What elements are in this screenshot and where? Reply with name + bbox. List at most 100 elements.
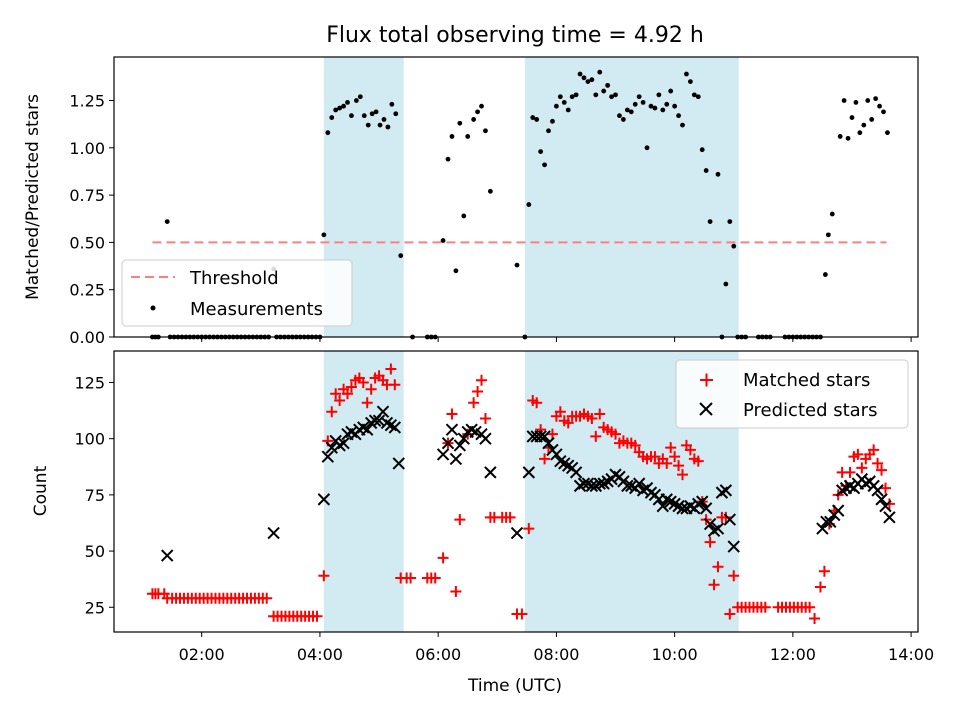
predicted-star-point (337, 436, 350, 450)
predicted-star-point (632, 477, 646, 490)
matched-star-point (476, 374, 488, 386)
matched-star-point (876, 464, 888, 476)
matched-star-point (586, 412, 598, 424)
measurement-point (483, 128, 488, 134)
measurement-point (457, 120, 463, 126)
predicted-star-point (436, 448, 450, 461)
measurement-point (648, 103, 654, 109)
measurement-point (684, 71, 689, 77)
matched-star-point (357, 376, 369, 388)
measurement-point (373, 109, 379, 115)
x-tick-label: 08:00 (533, 645, 579, 664)
measurement-point (676, 113, 681, 119)
legend-predicted-label: Predicted stars (743, 400, 877, 421)
top-axes-frame (113, 56, 919, 338)
measurement-point (857, 130, 863, 136)
predicted-star-point (831, 504, 845, 517)
measurement-point (640, 100, 646, 105)
matched-star-point (712, 561, 724, 573)
matched-star-point (554, 406, 566, 418)
measurement-point (613, 92, 618, 98)
measurement-point (557, 94, 563, 100)
measurement-point (465, 134, 471, 139)
measurement-point (449, 134, 455, 139)
predicted-star-point (879, 499, 892, 513)
measurement-point (381, 117, 387, 122)
measurement-point (514, 262, 520, 268)
measurement-point (487, 188, 493, 194)
matched-star-point (437, 552, 449, 564)
x-tick-label: 04:00 (297, 645, 343, 664)
matched-star-point (814, 581, 826, 593)
matched-star-point (562, 417, 574, 429)
measurement-point (865, 98, 871, 103)
measurement-point (881, 109, 886, 115)
measurement-point (479, 103, 484, 109)
top-y-tick-label: 0.00 (69, 328, 105, 347)
matched-star-point (629, 439, 641, 451)
bottom-y-tick-label: 75 (85, 486, 105, 505)
matched-star-point (720, 511, 732, 523)
measurement-point (164, 219, 170, 224)
measurement-point (377, 122, 383, 128)
measurement-point (668, 88, 674, 94)
matched-star-point (468, 397, 480, 409)
matched-star-point (330, 388, 342, 400)
matched-star-point (852, 448, 864, 460)
measurement-point (593, 92, 599, 98)
predicted-star-point (267, 526, 280, 540)
measurement-point (609, 94, 614, 100)
measurement-point (365, 122, 371, 128)
top-y-tick-label: 0.25 (69, 281, 105, 300)
predicted-star-point (538, 430, 551, 443)
predicted-star-point (479, 432, 492, 445)
predicted-star-point (676, 502, 689, 515)
measurement-point (632, 101, 638, 107)
predicted-star-point (317, 493, 331, 506)
measurement-point (385, 124, 391, 130)
measurement-point (597, 69, 603, 75)
predicted-star-point (453, 439, 467, 452)
matched-star-point (385, 363, 397, 375)
predicted-star-point (445, 423, 459, 436)
measurement-point (353, 98, 359, 103)
x-tick-label: 10:00 (652, 645, 698, 664)
matched-star-point (531, 397, 543, 409)
matched-star-point (334, 394, 346, 406)
predicted-star-point (321, 450, 335, 463)
measurement-point (707, 219, 713, 224)
measurement-point (565, 107, 571, 113)
predicted-star-point (824, 515, 837, 529)
measurement-point (620, 117, 626, 122)
measurement-point (475, 109, 480, 115)
measurement-point (398, 253, 404, 259)
measurement-point (699, 147, 705, 153)
measurement-point (825, 232, 831, 238)
measurement-point (605, 82, 611, 88)
measurement-point (534, 117, 540, 122)
measurement-point (561, 100, 567, 105)
predicted-star-point (376, 405, 390, 418)
predicted-star-point (727, 540, 740, 553)
measurement-point (601, 88, 607, 94)
matched-star-point (429, 572, 441, 584)
measurement-point (530, 115, 536, 120)
top-y-axis: 0.00 0.25 0.50 0.75 1.00 1.25 (69, 92, 114, 347)
predicted-star-point (593, 477, 606, 490)
bottom-y-tick-label: 125 (74, 373, 105, 392)
measurement-point (337, 105, 343, 111)
predicted-star-point (372, 414, 386, 427)
top-legend-box (121, 259, 353, 327)
predicted-star-point (449, 452, 463, 466)
legend-predicted-swatch (699, 402, 713, 416)
measurement-point (652, 105, 658, 111)
predicted-star-point (522, 466, 536, 479)
measurement-point (680, 122, 685, 128)
predicted-star-point (703, 517, 717, 531)
measurement-point (581, 75, 587, 81)
bottom-y-tick-label: 25 (85, 598, 105, 617)
bottom-y-axis: 25 50 75 100 125 (74, 373, 114, 617)
x-axis-label: Time (UTC) (467, 676, 562, 696)
predicted-star-point (719, 484, 733, 497)
